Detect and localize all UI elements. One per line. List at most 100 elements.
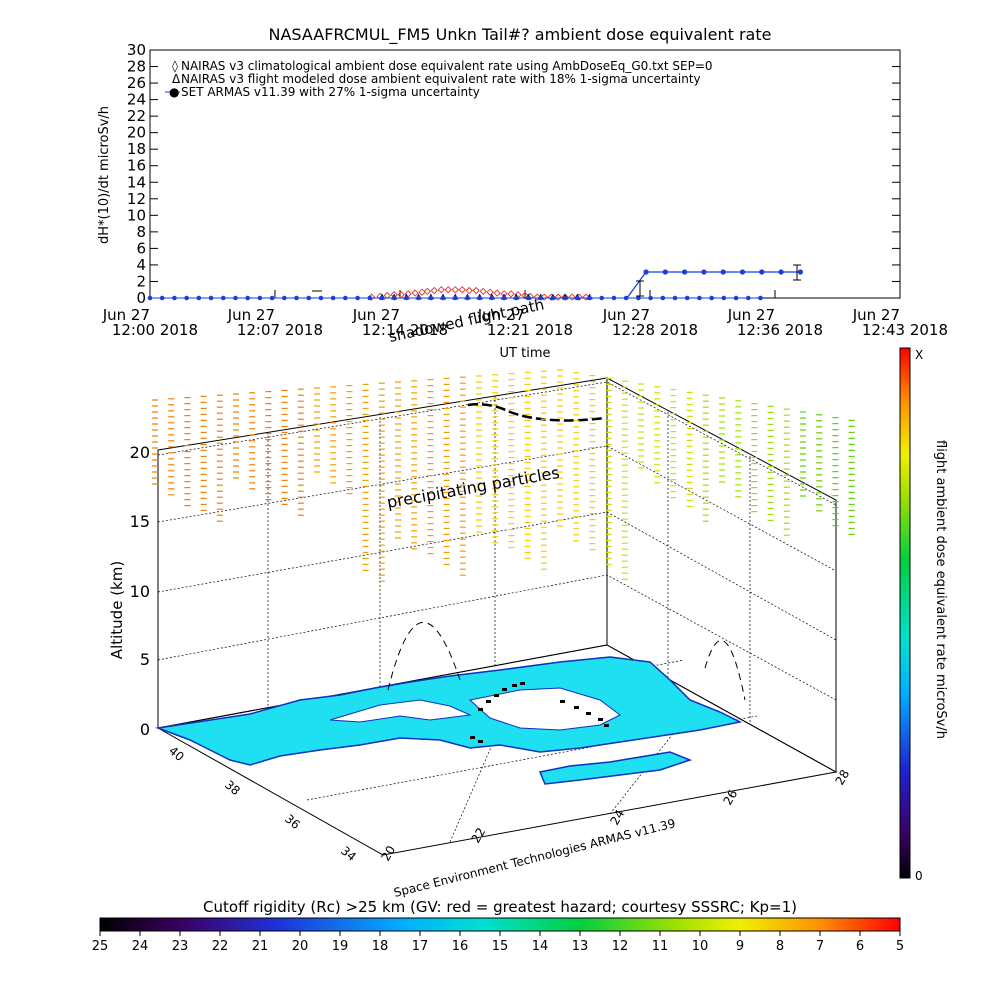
series-layer — [147, 286, 763, 301]
ground-track-mark — [520, 682, 525, 685]
altitude-tick-label: 10 — [130, 582, 150, 601]
armas-point — [233, 295, 238, 301]
armas-point — [367, 295, 373, 301]
ground-track-mark — [574, 706, 579, 709]
climatological-point — [472, 286, 480, 295]
climatological-point — [397, 291, 405, 299]
altitude-tick-label: 20 — [130, 443, 150, 462]
armas-point — [465, 295, 470, 301]
longitude-tick-label: 28 — [832, 767, 852, 787]
climatological-point — [465, 286, 473, 295]
ground-track-mark — [470, 736, 475, 739]
armas-point — [196, 295, 202, 301]
rigidity-tick-label: 21 — [252, 939, 269, 954]
armas-point — [575, 295, 580, 301]
shadow-flight-curve — [704, 640, 746, 701]
armas-point — [391, 295, 397, 301]
armas-point — [379, 295, 385, 301]
climatological-point — [444, 286, 452, 294]
chart-title: NASAAFRCMUL_FM5 Unkn Tail#? ambient dose… — [269, 25, 772, 45]
x-tick-time: 12:00 2018 — [112, 321, 198, 339]
climatological-point — [418, 288, 426, 296]
y-tick-label: 10 — [127, 206, 146, 224]
rigidity-tick-label: 14 — [532, 939, 549, 954]
altitude-gridlines — [157, 381, 837, 843]
armas-point — [513, 295, 519, 301]
y-tick-label: 6 — [136, 239, 146, 257]
y-tick-label: 0 — [136, 289, 146, 307]
y-tick-label: 26 — [127, 74, 146, 92]
ground-track-mark — [494, 694, 499, 697]
rigidity-tick-label: 15 — [492, 939, 509, 954]
y-tick-label: 8 — [136, 223, 146, 241]
climatological-point — [423, 287, 431, 296]
colorbar-bottom-label: 0 — [915, 869, 923, 883]
ground-track-mark — [512, 684, 517, 687]
armas-point — [587, 295, 592, 301]
armas-point — [269, 295, 275, 301]
climatological-point — [507, 290, 515, 298]
rigidity-tick-label: 7 — [816, 939, 824, 954]
dose-colorbar — [899, 347, 911, 879]
ground-track-mark — [478, 708, 483, 711]
y-tick-label: 12 — [127, 190, 146, 208]
climatological-point — [568, 293, 576, 301]
rigidity-tick-label: 9 — [736, 939, 744, 954]
altitude-tick-label: 0 — [140, 720, 150, 739]
ground-track-mark — [486, 700, 491, 703]
y-axis-label: dH*(10)/dt microSv/h — [97, 106, 112, 244]
x-tick-date: Jun 27 — [227, 306, 275, 324]
armas-point — [428, 295, 434, 301]
longitude-tick-label: 24 — [607, 807, 627, 827]
armas-point — [501, 295, 507, 301]
y-tick-label: 16 — [127, 157, 146, 175]
climatological-point — [451, 286, 459, 294]
legend-label-armas: SET ARMAS v11.39 with 27% 1-sigma uncert… — [181, 85, 480, 99]
armas-point — [440, 295, 446, 301]
ground-track-mark — [560, 700, 565, 703]
climatological-point — [540, 293, 548, 301]
armas-point — [257, 295, 263, 301]
armas-point — [797, 269, 804, 275]
rigidity-tick-label: 23 — [172, 939, 189, 954]
climatological-point — [554, 293, 562, 301]
armas-point — [208, 295, 214, 301]
ground-track-mark — [478, 740, 483, 743]
y-tick-label: 28 — [127, 58, 146, 76]
y-tick-label: 2 — [136, 272, 146, 290]
climatological-point — [479, 287, 487, 296]
climatological-point — [383, 291, 391, 300]
armas-point — [648, 295, 653, 301]
rigidity-tick-label: 25 — [92, 939, 109, 954]
y-tick-label: 24 — [127, 91, 146, 109]
climatological-point — [582, 293, 590, 301]
armas-step-line — [626, 271, 800, 299]
altitude-axis-label: Altitude (km) — [108, 561, 126, 659]
altitude-tick-label: 15 — [130, 512, 150, 531]
flight-3d-scene — [152, 369, 855, 856]
rigidity-tick-label: 20 — [292, 939, 309, 954]
armas-point — [184, 295, 189, 301]
armas-point — [147, 295, 153, 301]
armas-point — [611, 295, 617, 301]
armas-point — [720, 269, 726, 275]
y-tick-label: 20 — [127, 124, 146, 142]
latitude-tick-label: 40 — [166, 744, 187, 765]
y-tick-label: 22 — [127, 107, 146, 125]
rigidity-ticks: 25 24 23 22 21 20 19 18 17 16 15 14 13 12 11 10 9 8 7 6 5 — [92, 931, 904, 954]
flight-path — [467, 403, 606, 422]
x-tick-date: Jun 27 — [352, 306, 400, 324]
x-tick-time: 12:28 2018 — [612, 321, 698, 339]
armas-point — [697, 295, 702, 301]
armas-point — [416, 295, 421, 301]
armas-point — [662, 269, 668, 275]
legend-symbol-climatological: ◊ — [172, 59, 178, 73]
armas-point — [343, 295, 348, 301]
climatological-point — [486, 288, 494, 296]
legend: ◊ NAIRAS v3 climatological ambient dose … — [165, 59, 713, 99]
rigidity-tick-label: 12 — [612, 939, 629, 954]
y-tick-label: 14 — [127, 173, 146, 191]
